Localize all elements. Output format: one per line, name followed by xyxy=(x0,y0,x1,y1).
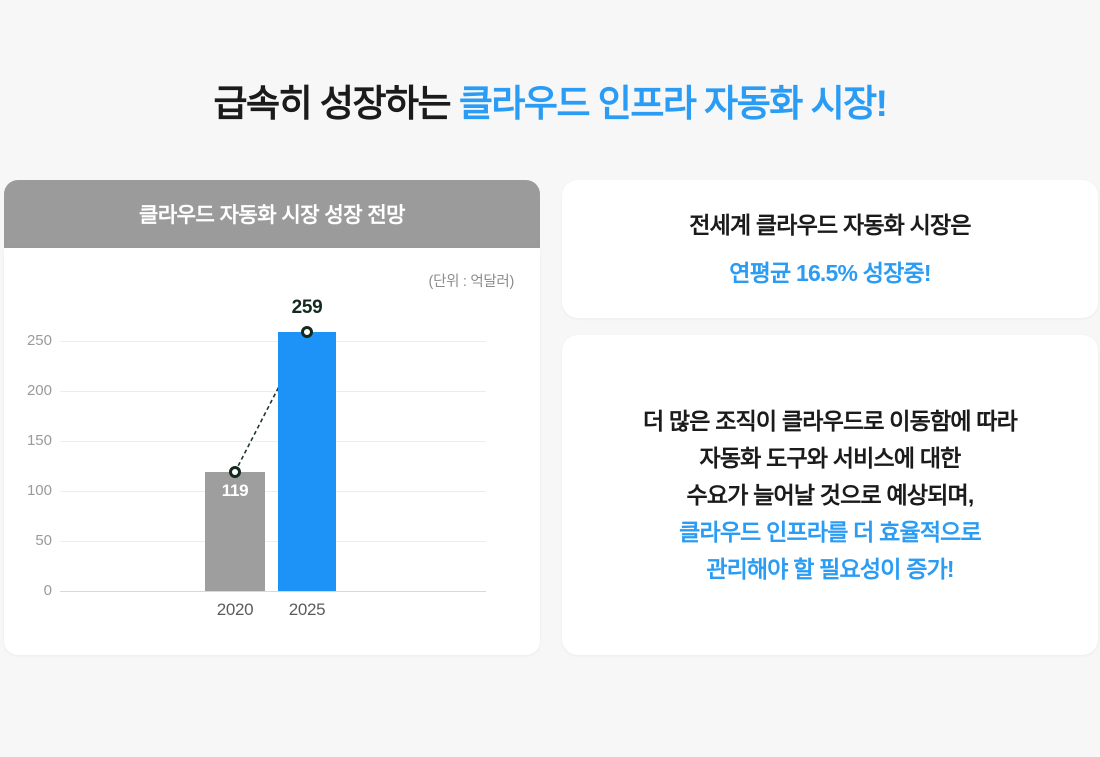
y-tick-label-50: 50 xyxy=(35,532,52,549)
x-axis-line xyxy=(60,591,486,592)
gridline-150 xyxy=(60,441,486,442)
chart-card-title: 클라우드 자동화 시장 성장 전망 xyxy=(139,204,406,227)
chart-card-body: (단위 : 억달러) 0 50 100 150 200 250 119 2020 259 2025 xyxy=(4,248,540,655)
marker-dot-2020 xyxy=(229,466,241,478)
bar-chart-plot: 0 50 100 150 200 250 119 2020 259 2025 xyxy=(27,297,486,619)
y-tick-label-100: 100 xyxy=(26,482,52,499)
chart-card: 클라우드 자동화 시장 성장 전망 (단위 : 억달러) 0 50 100 150 20… xyxy=(4,180,540,655)
info-bottom-line-1: 더 많은 조직이 클라우드로 이동함에 따라 xyxy=(642,407,1018,434)
x-tick-label-2025: 2025 xyxy=(288,600,326,619)
gridline-50 xyxy=(60,541,486,542)
info-bottom-line-3: 수요가 늘어날 것으로 예상되며, xyxy=(686,481,974,508)
page-title-black: 급속히 성장하는 xyxy=(213,83,459,124)
info-bottom-line-5: 관리해야 할 필요성이 증가! xyxy=(706,555,954,582)
chart-unit-label: (단위 : 억달러) xyxy=(428,274,515,290)
info-bottom-line-2: 자동화 도구와 서비스에 대한 xyxy=(699,444,961,471)
info-card-top: 전세계 클라우드 자동화 시장은 연평균 16.5% 성장중! xyxy=(562,180,1098,318)
content-row: 클라우드 자동화 시장 성장 전망 (단위 : 억달러) 0 50 100 150 20… xyxy=(4,180,1098,655)
y-tick-label-250: 250 xyxy=(26,332,52,349)
gridline-200 xyxy=(60,391,486,392)
info-bottom-line-4: 클라우드 인프라를 더 효율적으로 xyxy=(679,518,982,545)
page-title: 급속히 성장하는 클라우드 인프라 자동화 시장! xyxy=(0,83,1100,125)
y-tick-label-0: 0 xyxy=(43,582,52,599)
info-column: 전세계 클라우드 자동화 시장은 연평균 16.5% 성장중! 더 많은 조직이… xyxy=(562,180,1098,655)
bar-2020 xyxy=(205,472,265,591)
gridline-100 xyxy=(60,491,486,492)
x-tick-label-2020: 2020 xyxy=(216,600,254,619)
y-tick-label-150: 150 xyxy=(26,432,52,449)
bar-value-label-2020: 119 xyxy=(221,481,249,500)
trend-line xyxy=(234,331,308,473)
bar-value-label-2025: 259 xyxy=(291,297,323,318)
chart-card-header: 클라우드 자동화 시장 성장 전망 xyxy=(4,180,540,248)
gridline-250 xyxy=(60,341,486,342)
info-top-line-2: 연평균 16.5% 성장중! xyxy=(729,259,931,286)
bar-2025 xyxy=(278,332,336,591)
y-tick-label-200: 200 xyxy=(26,382,52,399)
marker-dot-2025 xyxy=(301,326,313,338)
page-title-accent: 클라우드 인프라 자동화 시장! xyxy=(458,83,888,124)
info-top-line-1: 전세계 클라우드 자동화 시장은 xyxy=(689,211,971,238)
